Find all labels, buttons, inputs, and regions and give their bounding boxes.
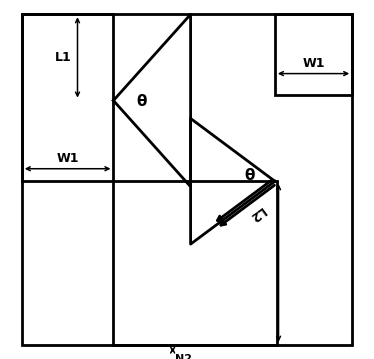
Text: L2: L2 — [246, 204, 267, 224]
Text: L1: L1 — [55, 51, 71, 64]
Text: W1: W1 — [56, 152, 79, 165]
Text: N2: N2 — [175, 354, 192, 359]
Bar — [113, 181, 277, 345]
Text: θ: θ — [137, 94, 147, 109]
Text: W1: W1 — [303, 57, 325, 70]
Text: θ: θ — [245, 168, 255, 183]
Bar — [22, 14, 113, 181]
Bar — [275, 14, 352, 95]
